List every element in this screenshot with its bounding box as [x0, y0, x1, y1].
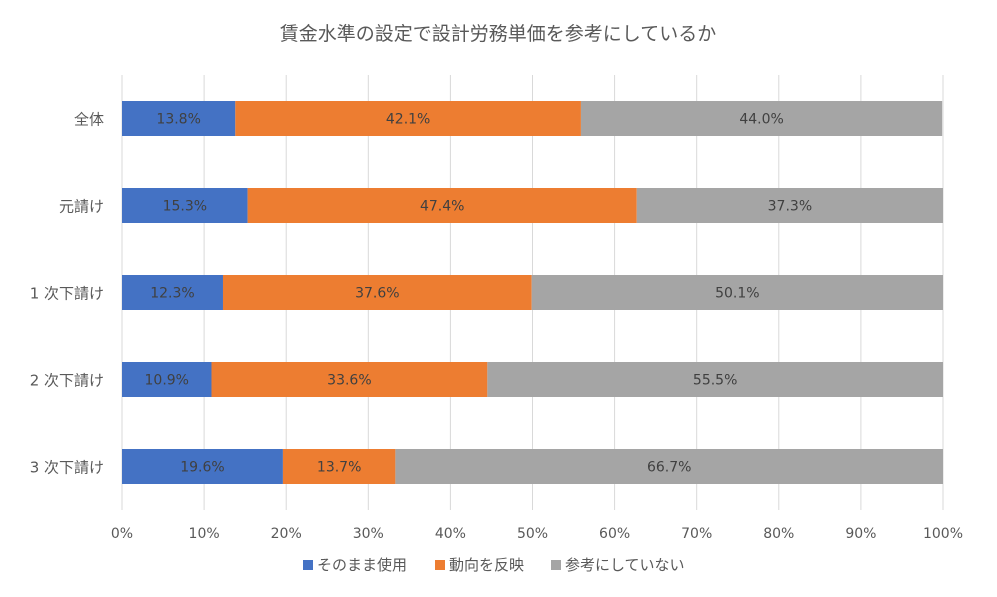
x-tick-label: 80% [763, 526, 794, 542]
data-label: 37.6% [355, 286, 399, 302]
data-label: 13.8% [156, 112, 200, 128]
x-tick-label: 70% [681, 526, 712, 542]
data-label: 13.7% [317, 460, 361, 476]
bars: 13.8% 42.1% 44.0% 15.3% 47.4% 37.3% 12.3% 37.6%… [122, 101, 943, 484]
data-label: 12.3% [150, 286, 194, 302]
category-label: 2 次下請け [30, 372, 104, 390]
bar-segment [122, 449, 283, 484]
bar-segment [487, 362, 943, 397]
x-tick-label: 30% [353, 526, 384, 542]
data-label: 50.1% [715, 286, 759, 302]
x-tick-label: 40% [435, 526, 466, 542]
bar-segment [531, 275, 943, 310]
data-label: 42.1% [386, 112, 430, 128]
data-label: 15.3% [163, 199, 207, 215]
data-label: 33.6% [327, 373, 371, 389]
bar-segment [580, 101, 943, 136]
bar-segment [211, 362, 488, 397]
data-label: 19.6% [180, 460, 224, 476]
x-tick-labels: 0% 10% 20% 30% 40% 50% 60% 70% 80% 90% 100% [111, 526, 963, 542]
x-tick-label: 10% [189, 526, 220, 542]
x-tick-label: 100% [923, 526, 963, 542]
data-label: 37.3% [768, 199, 812, 215]
category-label: 3 次下請け [30, 459, 104, 477]
bar-segment [282, 449, 396, 484]
legend-label: 参考にしていない [565, 556, 685, 574]
data-label: 55.5% [693, 373, 737, 389]
bar-segment [235, 101, 581, 136]
data-label: 66.7% [647, 460, 691, 476]
x-tick-label: 90% [845, 526, 876, 542]
x-tick-label: 50% [517, 526, 548, 542]
bar-segment [122, 101, 236, 136]
category-label: 1 次下請け [30, 285, 104, 303]
data-label: 47.4% [420, 199, 464, 215]
legend-swatch [303, 560, 313, 570]
legend-label: 動向を反映 [449, 556, 524, 574]
bar-segment [122, 362, 212, 397]
category-label: 全体 [74, 111, 104, 129]
bar-segment [222, 275, 532, 310]
bar-segment [395, 449, 943, 484]
bar-segment [247, 188, 637, 223]
bar-segment [122, 275, 223, 310]
legend-swatch [435, 560, 445, 570]
x-tick-label: 0% [111, 526, 133, 542]
data-label: 10.9% [145, 373, 189, 389]
x-tick-label: 60% [599, 526, 630, 542]
legend: そのまま使用 動向を反映 参考にしていない [303, 556, 685, 574]
legend-swatch [551, 560, 561, 570]
bar-segment [122, 188, 248, 223]
x-tick-label: 20% [271, 526, 302, 542]
legend-label: そのまま使用 [317, 556, 407, 574]
category-label: 元請け [59, 198, 104, 216]
data-label: 44.0% [739, 112, 783, 128]
chart-title: 賃金水準の設定で設計労務単価を参考にしているか [280, 23, 716, 45]
bar-segment [636, 188, 943, 223]
